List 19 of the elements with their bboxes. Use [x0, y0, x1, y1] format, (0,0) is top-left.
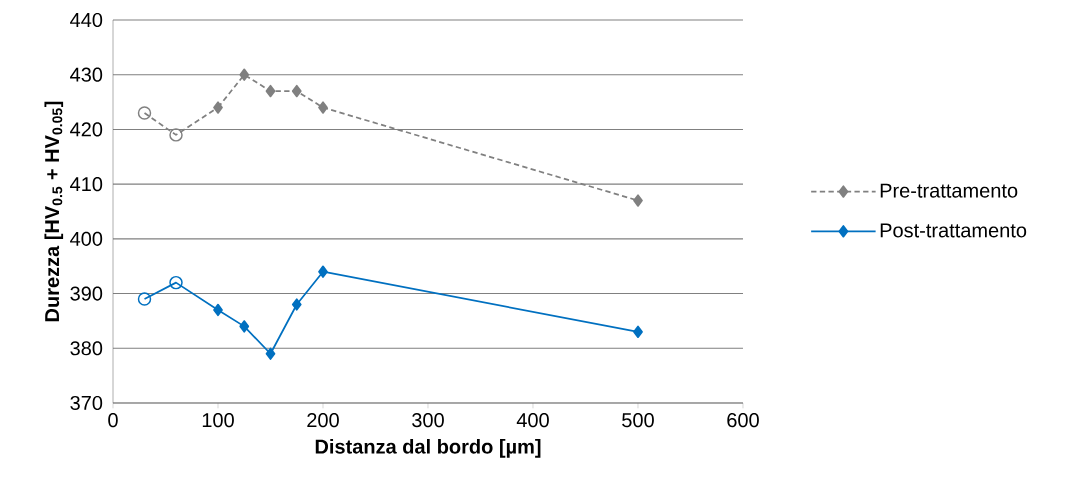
x-tick-label: 200	[307, 413, 339, 428]
y-tick-label: 370	[70, 395, 103, 411]
x-tick-label: 300	[412, 413, 444, 428]
legend-label: Post-trattamento	[880, 223, 1027, 238]
y-tick-label: 380	[70, 341, 103, 356]
y-tick-label: 410	[70, 177, 103, 192]
y-tick-label: 440	[70, 12, 103, 28]
x-tick-label: 100	[202, 413, 234, 428]
x-tick-label: 400	[516, 413, 549, 428]
x-axis-title: Distanza dal bordo [µm]	[315, 439, 541, 458]
y-tick-label: 420	[70, 122, 103, 137]
x-tick-label: 600	[727, 413, 759, 428]
y-tick-label: 430	[70, 67, 103, 82]
y-tick-label: 390	[70, 286, 103, 301]
y-tick-label: 400	[70, 231, 103, 246]
legend-label: Pre-trattamento	[880, 183, 1018, 198]
text: Durezza [HV$_{0.5}$ + HV$_{0.05}$]	[44, 101, 64, 322]
x-tick-label: 0	[108, 413, 118, 428]
x-tick-label: 500	[622, 413, 654, 428]
